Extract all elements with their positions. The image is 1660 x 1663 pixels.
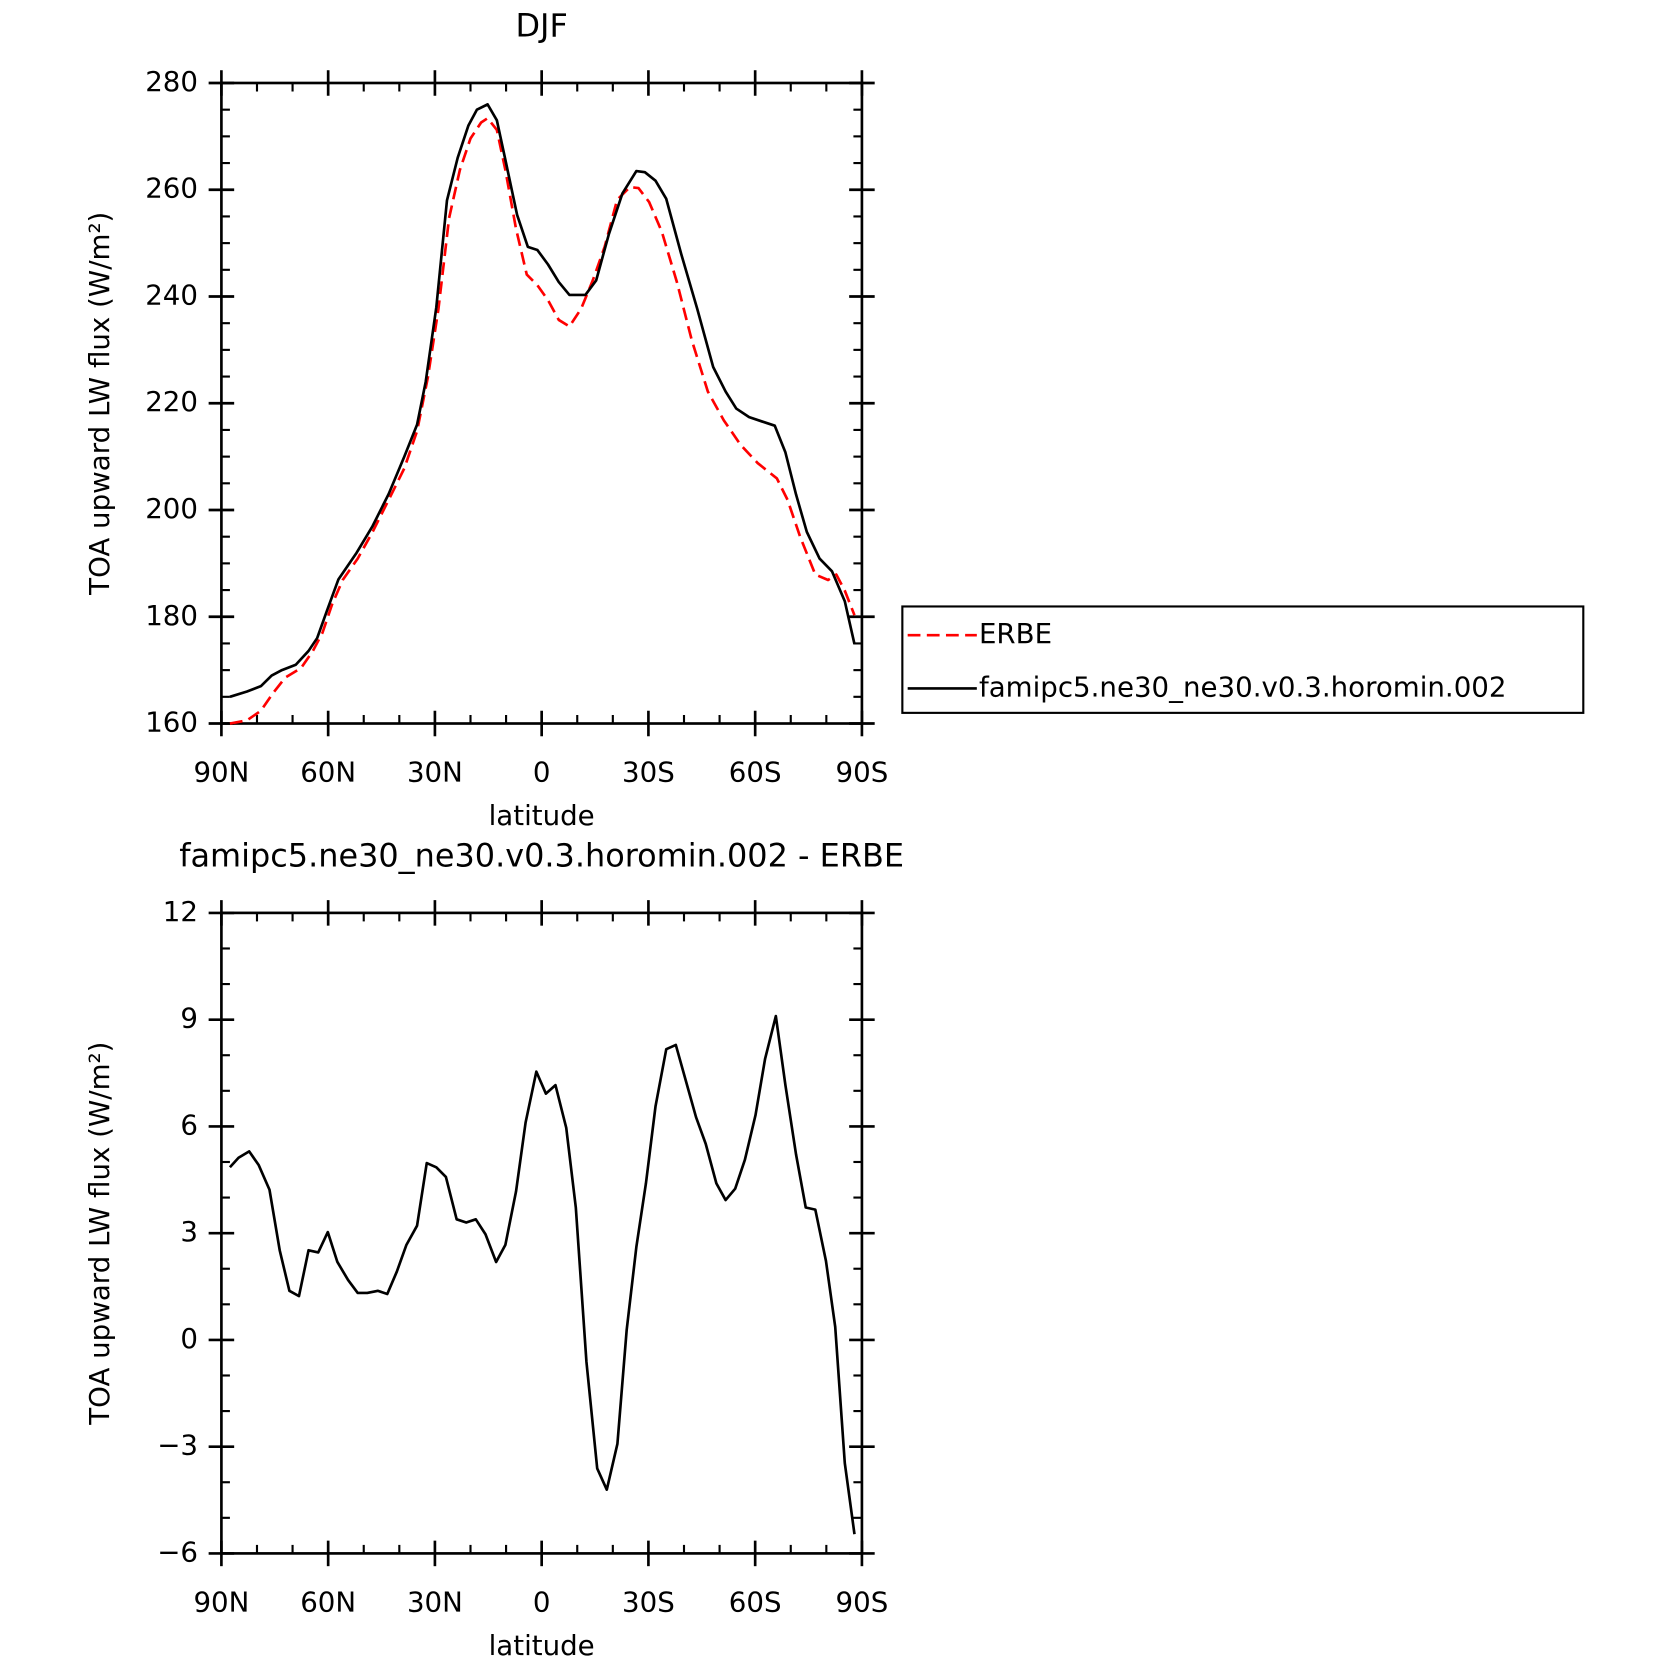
legend-box [901,605,1585,714]
y-tick-label: 180 [145,599,198,632]
y-tick-label: 280 [145,65,198,98]
x-tick-label: 30S [622,1585,675,1618]
plot-frame [220,911,864,1555]
x-tick-label: 30S [622,756,675,789]
series-line [229,103,856,699]
x-tick-label: 30N [407,1585,463,1618]
y-tick-label: −6 [157,1535,198,1568]
y-tick-label: 3 [180,1215,198,1248]
y-tick-label: 9 [180,1002,198,1035]
chart-title: DJF [515,7,567,45]
series-line [229,116,856,725]
y-tick-label: 12 [163,895,198,928]
x-tick-label: 90N [193,1585,249,1618]
y-tick-label: 160 [145,706,198,739]
y-tick-label: 240 [145,278,198,311]
x-tick-label: 90S [836,756,889,789]
x-tick-label: 90S [836,1585,889,1618]
y-axis-label: TOA upward LW flux (W/m²) [83,1042,116,1426]
y-tick-label: 0 [180,1322,198,1355]
y-tick-label: 220 [145,385,198,418]
x-axis-label: latitude [489,1629,595,1662]
y-tick-label: −3 [157,1429,198,1462]
x-tick-label: 0 [533,756,551,789]
x-tick-label: 60S [729,1585,782,1618]
x-tick-label: 90N [193,756,249,789]
x-tick-label: 60S [729,756,782,789]
x-tick-label: 30N [407,756,463,789]
plot-frame [220,81,864,725]
x-tick-label: 0 [533,1585,551,1618]
x-tick-label: 60N [300,756,356,789]
y-tick-label: 6 [180,1108,198,1141]
y-tick-label: 200 [145,492,198,525]
y-axis-label: TOA upward LW flux (W/m²) [83,212,116,596]
legend-label: famipc5.ne30_ne30.v0.3.horomin.002 [979,670,1507,703]
x-axis-label: latitude [489,799,595,832]
y-tick-label: 260 [145,172,198,205]
chart-title: famipc5.ne30_ne30.v0.3.horomin.002 - ERB… [179,837,904,875]
x-tick-label: 60N [300,1585,356,1618]
series-line [228,1014,856,1535]
legend-label: ERBE [979,617,1052,650]
